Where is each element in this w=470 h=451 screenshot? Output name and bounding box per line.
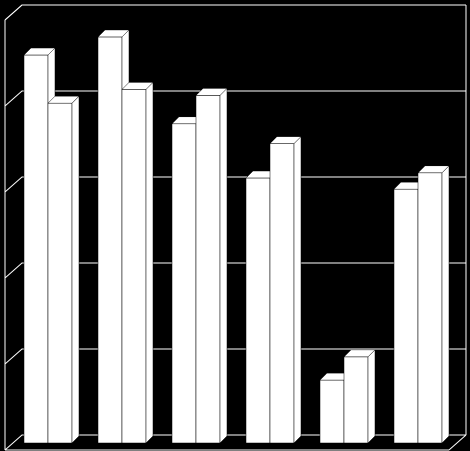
- bar-side: [71, 95, 80, 444]
- bar-front: [121, 89, 147, 444]
- bar: [195, 87, 228, 444]
- bar: [121, 81, 154, 444]
- bar-front: [97, 36, 123, 444]
- bar: [47, 95, 80, 444]
- bar-top: [23, 47, 56, 56]
- grid-line: [4, 90, 466, 107]
- grid-line: [4, 4, 466, 21]
- bar-top: [97, 29, 130, 38]
- bar-side: [219, 87, 228, 444]
- bar-front: [23, 54, 49, 444]
- bar-front: [171, 123, 197, 444]
- bar-top: [195, 88, 228, 96]
- grid-line: [4, 434, 466, 451]
- bar-front: [195, 95, 221, 444]
- bar-side: [293, 135, 302, 444]
- bar: [343, 349, 376, 444]
- bar-front: [47, 102, 73, 444]
- bar-front: [269, 143, 295, 444]
- bar-side: [367, 349, 376, 444]
- bar-side: [145, 81, 154, 444]
- bar-top: [417, 165, 450, 174]
- grid-line: [4, 176, 466, 193]
- floor-edge: [448, 434, 467, 451]
- bar-front: [245, 177, 271, 444]
- grid-line: [4, 348, 466, 365]
- bar-front: [417, 172, 443, 444]
- bar-front: [343, 356, 369, 444]
- bar-top: [121, 82, 154, 90]
- grid-line: [4, 262, 466, 279]
- bar-side: [441, 165, 450, 444]
- bar-top: [47, 95, 80, 104]
- bar-front: [319, 379, 345, 444]
- bar: [417, 165, 450, 444]
- bar-front: [393, 188, 419, 444]
- bar-top: [343, 349, 376, 358]
- bar-top: [269, 136, 302, 144]
- bar: [269, 135, 302, 444]
